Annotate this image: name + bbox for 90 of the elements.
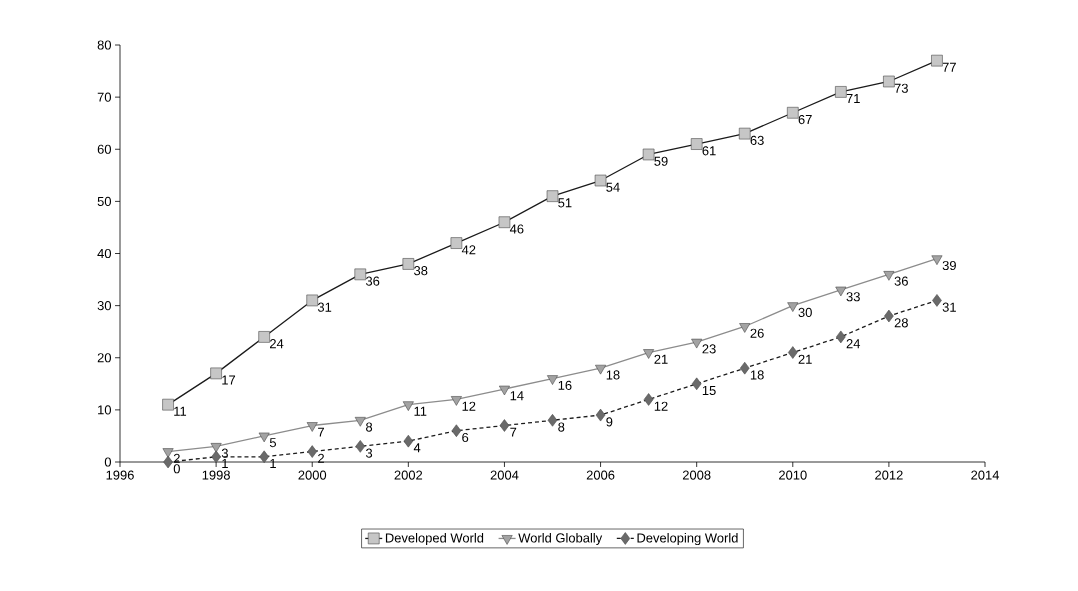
legend-label: World Globally [518, 533, 603, 546]
data-label: 23 [702, 344, 716, 354]
data-label: 7 [510, 427, 517, 437]
point [258, 432, 270, 443]
data-label: 24 [846, 339, 861, 349]
data-label: 54 [606, 182, 620, 192]
data-label: 77 [942, 62, 956, 72]
x-tick-label: 2000 [298, 470, 327, 480]
x-tick-label: 2014 [971, 470, 1000, 480]
y-tick-label: 60 [97, 144, 112, 154]
data-label: 1 [222, 458, 228, 468]
point [162, 448, 174, 458]
data-label: 61 [702, 146, 716, 156]
y-tick-label: 30 [97, 301, 112, 311]
data-label: 59 [654, 156, 668, 166]
data-label: 7 [318, 427, 324, 437]
point [306, 422, 318, 432]
data-label: 46 [509, 224, 524, 234]
y-tick-label: 40 [97, 248, 112, 259]
data-label: 2 [173, 453, 180, 463]
point [354, 417, 366, 427]
data-label: 36 [365, 276, 380, 286]
data-label: 4 [413, 443, 421, 453]
data-label: 16 [558, 380, 572, 390]
point [835, 286, 847, 297]
data-label: 0 [173, 464, 180, 474]
data-label: 2 [318, 453, 324, 463]
data-label: 5 [269, 438, 277, 448]
data-label: 18 [606, 370, 620, 380]
point [739, 323, 751, 333]
x-tick-label: 1996 [106, 470, 134, 480]
legend-label: Developing World [637, 533, 738, 546]
y-tick-label: 10 [98, 405, 112, 415]
data-label: 71 [846, 94, 860, 104]
data-label: 73 [894, 83, 908, 93]
data-label: 6 [462, 432, 469, 443]
point [931, 255, 943, 265]
y-tick-label: 20 [97, 353, 112, 363]
x-tick-label: 2004 [490, 470, 519, 480]
point [450, 396, 462, 406]
data-label: 42 [461, 245, 476, 255]
data-label: 63 [750, 135, 764, 145]
data-label: 3 [221, 448, 228, 458]
data-label: 17 [222, 375, 236, 385]
data-label: 11 [414, 406, 427, 416]
data-label: 28 [894, 318, 908, 328]
data-label: 12 [462, 401, 476, 411]
point [787, 302, 799, 312]
point [547, 375, 558, 385]
data-label: 15 [702, 386, 716, 396]
data-label: 67 [798, 114, 812, 125]
data-label: 9 [606, 417, 613, 427]
y-tick-label: 70 [97, 92, 112, 102]
data-label: 1 [270, 458, 276, 468]
x-tick-label: 2012 [875, 470, 903, 480]
data-label: 39 [942, 260, 956, 271]
data-label: 26 [750, 328, 764, 338]
x-tick-label: 2006 [586, 470, 615, 480]
data-label: 14 [510, 391, 524, 401]
data-label: 8 [558, 422, 565, 432]
data-label: 30 [798, 307, 812, 317]
legend-label: Developed World [385, 533, 484, 546]
data-label: 51 [558, 198, 572, 208]
data-label: 18 [750, 370, 764, 380]
data-label: 12 [654, 401, 668, 411]
x-tick-label: 2002 [394, 470, 423, 480]
point [691, 338, 703, 349]
data-label: 8 [366, 422, 373, 432]
data-label: 31 [942, 302, 956, 312]
point [402, 401, 414, 411]
point [883, 271, 895, 281]
data-label: 24 [270, 339, 284, 349]
data-label: 31 [317, 302, 332, 312]
data-label: 33 [846, 292, 860, 302]
point [643, 349, 655, 359]
y-tick-label: 80 [97, 40, 112, 50]
data-label: 21 [654, 354, 668, 364]
data-label: 38 [414, 266, 428, 276]
x-tick-label: 2008 [682, 470, 711, 480]
point [210, 443, 222, 453]
data-label: 21 [798, 354, 812, 364]
point [595, 364, 607, 375]
data-label: 3 [365, 448, 373, 458]
data-label: 36 [894, 276, 908, 286]
data-label: 11 [174, 406, 187, 416]
x-tick-label: 1998 [202, 470, 230, 480]
point [498, 385, 510, 396]
y-tick-label: 50 [97, 196, 112, 206]
x-tick-label: 2010 [779, 470, 807, 480]
y-tick-label: 0 [104, 457, 112, 467]
